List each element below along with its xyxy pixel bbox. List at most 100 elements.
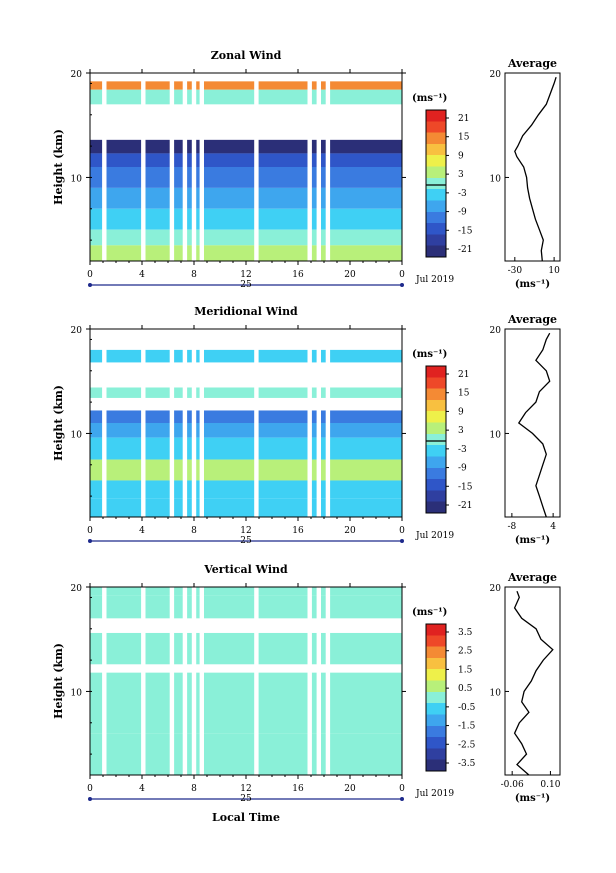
colorbar-label: -21 [458, 245, 473, 255]
x-axis-label: Local Time [212, 811, 280, 824]
x-tick-label: 12 [240, 526, 251, 536]
average-x-tick-label: -8 [507, 522, 516, 532]
average-frame [504, 72, 561, 262]
y-tick-label: 20 [71, 326, 83, 336]
data-gap [182, 329, 188, 517]
colorbar-label: -3.5 [458, 759, 476, 769]
heatmap-band [90, 410, 402, 423]
heatmap-band [90, 245, 402, 261]
data-gap [307, 329, 312, 517]
x-tick-label: 4 [139, 270, 145, 280]
heatmap-band [90, 423, 402, 438]
average-profile-line [517, 332, 551, 518]
data-gap [102, 73, 107, 261]
y-axis-label: Height (km) [52, 129, 65, 205]
heatmap-band [90, 733, 402, 775]
data-gap [141, 329, 146, 517]
colorbar-label: 3 [458, 170, 464, 180]
colorbar-label: 9 [458, 407, 464, 417]
data-gap [316, 73, 321, 261]
colorbar-label: -0.5 [458, 703, 476, 713]
heatmap-band [90, 437, 402, 460]
average-frame [504, 328, 561, 518]
date-label: Jul 2019 [415, 275, 454, 285]
panel-1: Zonal Wind 20 10 Height (km) 0 4 8 12 16 20 0 25 Jul… [52, 49, 561, 290]
heatmap-band [90, 587, 402, 596]
data-gap [254, 73, 259, 261]
date-span-start [88, 539, 92, 543]
colorbar-label: 21 [458, 114, 469, 124]
colorbar [425, 623, 447, 772]
heatmap [90, 73, 402, 261]
x-tick-label: 12 [240, 270, 251, 280]
x-tick-label: 16 [292, 270, 304, 280]
colorbar-label: 15 [458, 389, 470, 399]
x-tick-label: 0 [87, 270, 93, 280]
x-tick-label: 20 [344, 526, 356, 536]
heatmap-band [90, 632, 402, 665]
average-y-tick-label: 10 [490, 174, 502, 184]
data-gap [254, 329, 259, 517]
average-x-tick-label: -0.06 [501, 780, 524, 790]
average-y-tick-label: 20 [490, 584, 502, 594]
x-tick-label: 0 [399, 784, 405, 794]
colorbar-label: 15 [458, 133, 470, 143]
y-tick-label: 10 [71, 688, 83, 698]
heatmap [90, 329, 402, 517]
y-tick-label: 10 [71, 174, 83, 184]
average-x-axis-label: (ms⁻¹) [515, 279, 550, 290]
date-span-end [400, 283, 404, 287]
panel-2: Meridional Wind 20 10 Height (km) 0 4 8 12 16 20 0… [52, 305, 561, 546]
heatmap-band [90, 459, 402, 481]
average-profile-line [513, 590, 554, 776]
colorbar-label: 9 [458, 151, 464, 161]
x-tick-label: 20 [344, 784, 356, 794]
heatmap-band [90, 89, 402, 105]
average-frame [504, 586, 561, 776]
colorbar-label: 2.5 [458, 647, 473, 657]
data-gap [199, 329, 204, 517]
heatmap-band [90, 229, 402, 246]
data-gap [102, 329, 107, 517]
colorbar-label: 3.5 [458, 628, 473, 638]
date-span-start [88, 797, 92, 801]
heatmap-band [90, 208, 402, 230]
data-gap [169, 329, 175, 517]
average-x-tick-label: -30 [508, 266, 523, 276]
panel-3: Vertical Wind 20 10 Height (km) 0 4 8 12 16 20 0 25… [52, 563, 561, 824]
y-tick-label: 20 [71, 70, 83, 80]
heatmap-band [90, 498, 402, 517]
date-day-label: 25 [240, 536, 252, 546]
average-y-tick-label: 20 [490, 70, 502, 80]
panel-title: Zonal Wind [211, 49, 282, 62]
x-tick-label: 8 [191, 784, 197, 794]
colorbar-label: -2.5 [458, 740, 476, 750]
colorbar-label: 0.5 [458, 684, 473, 694]
average-profile-line [514, 77, 557, 262]
date-span-start [88, 283, 92, 287]
colorbar-label: -3 [458, 445, 467, 455]
date-label: Jul 2019 [415, 789, 454, 799]
data-gap [141, 73, 146, 261]
colorbar-label: -15 [458, 482, 473, 492]
colorbar-unit: (ms⁻¹) [412, 607, 447, 618]
y-axis-label: Height (km) [52, 643, 65, 719]
date-label: Jul 2019 [415, 531, 454, 541]
x-tick-label: 8 [191, 270, 197, 280]
data-gap [182, 587, 188, 775]
colorbar-label: -15 [458, 226, 473, 236]
average-x-tick-label: 0.10 [540, 780, 560, 790]
heatmap-band [90, 81, 402, 90]
heatmap-band [90, 595, 402, 619]
colorbar [425, 109, 447, 258]
colorbar [425, 365, 447, 514]
colorbar-label: 21 [458, 370, 469, 380]
heatmap [90, 587, 402, 775]
heatmap-band [90, 139, 402, 154]
data-gap [191, 329, 197, 517]
heatmap-band [90, 187, 402, 209]
panel-title: Meridional Wind [194, 305, 298, 318]
x-tick-label: 8 [191, 526, 197, 536]
date-day-label: 25 [240, 280, 252, 290]
data-gap [316, 587, 321, 775]
